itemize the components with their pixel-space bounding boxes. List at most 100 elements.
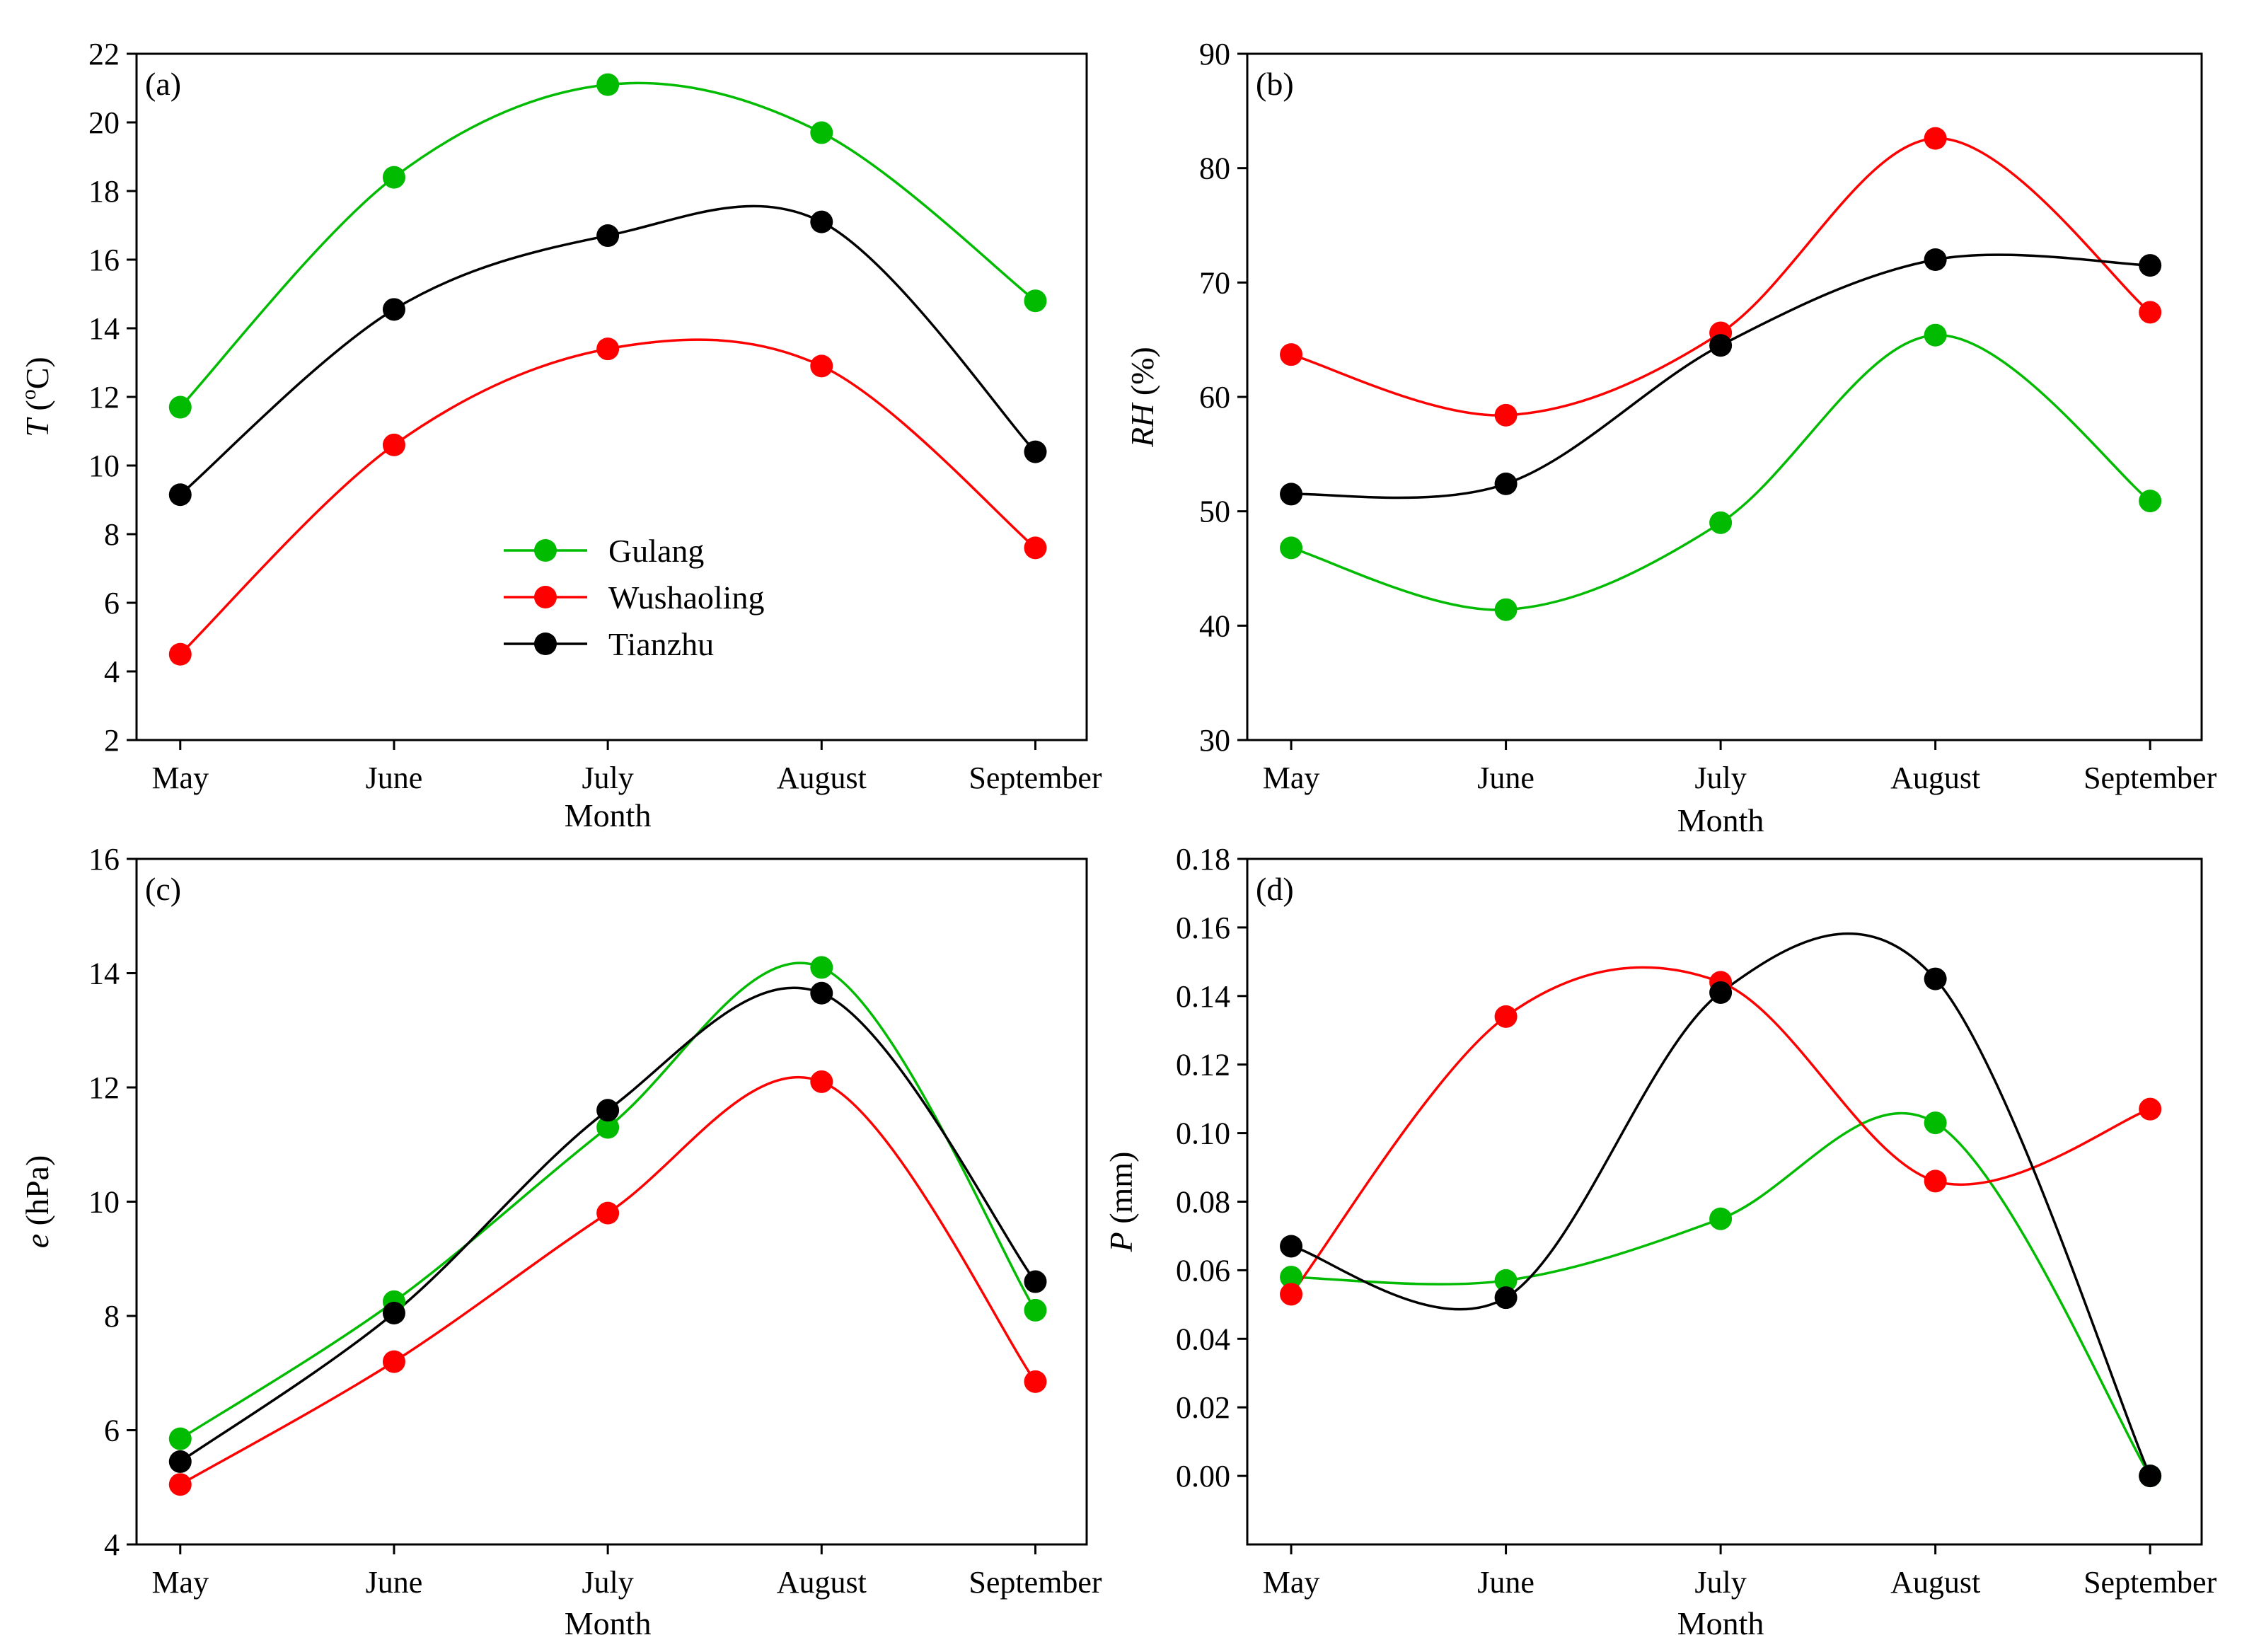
chart-d-point-wushaoling-may bbox=[1280, 1283, 1303, 1306]
chart-c-x-tick-label: July bbox=[582, 1565, 633, 1600]
chart-a: 2 4 6 8 10 12 14 16 18 20 22 May June July August Septe… bbox=[17, 37, 1102, 833]
chart-c-panel-label: (c) bbox=[145, 871, 181, 907]
chart-c-point-gulang-august bbox=[810, 956, 833, 979]
chart-c-y-axis-title: e (hPa) bbox=[19, 1155, 55, 1249]
chart-a-y-tick-label: 6 bbox=[104, 586, 120, 620]
chart-d-panel-label: (d) bbox=[1256, 871, 1294, 907]
chart-a-point-tianzhu-august bbox=[810, 210, 833, 233]
chart-c-y-tick-label: 14 bbox=[88, 957, 120, 991]
chart-b-point-wushaoling-september bbox=[2139, 301, 2162, 324]
chart-c-plot-frame bbox=[135, 857, 1088, 1546]
chart-a-point-wushaoling-june bbox=[382, 433, 405, 456]
chart-b-point-gulang-september bbox=[2139, 490, 2162, 513]
chart-c-point-tianzhu-may bbox=[168, 1450, 192, 1473]
chart-a-x-tick-label: June bbox=[366, 761, 423, 795]
chart-a-y-tick-label: 18 bbox=[88, 174, 120, 209]
chart-d-point-tianzhu-august bbox=[1924, 967, 1947, 990]
chart-c-x-tick-label: June bbox=[366, 1565, 423, 1600]
chart-c-point-tianzhu-july bbox=[596, 1099, 620, 1122]
chart-b-point-tianzhu-september bbox=[2139, 254, 2162, 277]
chart-a-point-tianzhu-september bbox=[1024, 440, 1047, 463]
chart-a-x-tick-label: September bbox=[969, 761, 1102, 795]
chart-b-point-tianzhu-may bbox=[1280, 483, 1303, 506]
chart-a-y-tick-label: 22 bbox=[88, 37, 120, 71]
chart-b-y-tick-label: 30 bbox=[1199, 723, 1230, 758]
chart-a-point-gulang-may bbox=[168, 395, 192, 419]
chart-c-x-tick-label: August bbox=[777, 1565, 867, 1600]
chart-b-y-tick-label: 50 bbox=[1199, 495, 1230, 529]
legend: Gulang Wushaoling Tianzhu bbox=[504, 533, 764, 662]
chart-d-point-gulang-august bbox=[1924, 1111, 1947, 1135]
chart-a-x-tick-label: August bbox=[777, 761, 867, 795]
chart-b-y-tick-label: 80 bbox=[1199, 151, 1230, 186]
chart-d-plot-frame bbox=[1246, 857, 2203, 1546]
chart-b-x-tick-label: May bbox=[1263, 761, 1320, 795]
chart-b-x-tick-label: August bbox=[1890, 761, 1980, 795]
chart-b-y-tick-label: 60 bbox=[1199, 380, 1230, 415]
chart-a-y-tick-label: 16 bbox=[88, 243, 120, 277]
chart-d-y-tick-label: 0.08 bbox=[1176, 1185, 1230, 1220]
chart-a-y-axis-title: T (oC) bbox=[17, 357, 55, 437]
chart-b-point-tianzhu-august bbox=[1924, 248, 1947, 271]
chart-b-x-axis-title: Month bbox=[1677, 802, 1764, 838]
chart-d-x-tick-label: July bbox=[1694, 1565, 1746, 1600]
chart-d-y-tick-label: 0.04 bbox=[1176, 1322, 1230, 1356]
chart-a-point-tianzhu-may bbox=[168, 483, 192, 507]
chart-b-point-gulang-july bbox=[1709, 511, 1733, 534]
chart-d-x-tick-label: May bbox=[1263, 1565, 1320, 1600]
chart-d-y-tick-label: 0.16 bbox=[1176, 911, 1230, 945]
chart-c-point-tianzhu-september bbox=[1024, 1270, 1047, 1293]
chart-b-point-wushaoling-august bbox=[1924, 127, 1947, 150]
chart-a-point-tianzhu-july bbox=[596, 224, 620, 248]
chart-b-line-wushaoling bbox=[1290, 137, 2151, 417]
chart-a-point-gulang-august bbox=[810, 121, 833, 144]
chart-d-point-gulang-may bbox=[1280, 1266, 1303, 1289]
chart-c-x-tick-label: May bbox=[151, 1565, 209, 1600]
chart-b-point-gulang-may bbox=[1280, 536, 1303, 560]
chart-d-x-tick-label: September bbox=[2083, 1565, 2217, 1600]
chart-b-point-gulang-august bbox=[1924, 323, 1947, 347]
legend-label-wushaoling: Wushaoling bbox=[608, 579, 764, 616]
chart-b-y-tick-label: 40 bbox=[1199, 608, 1230, 643]
chart-b-x-tick-label: June bbox=[1477, 761, 1535, 795]
chart-c-y-tick-label: 10 bbox=[88, 1185, 120, 1220]
chart-b-point-tianzhu-july bbox=[1709, 334, 1733, 357]
chart-d-point-gulang-july bbox=[1709, 1207, 1733, 1230]
chart-a-panel-label: (a) bbox=[145, 66, 181, 102]
chart-d-line-tianzhu bbox=[1290, 932, 2151, 1477]
chart-c-y-tick-label: 6 bbox=[104, 1414, 120, 1448]
chart-a-y-tick-label: 2 bbox=[104, 723, 120, 758]
chart-a-x-tick-label: July bbox=[582, 761, 633, 795]
chart-a-point-tianzhu-june bbox=[382, 298, 405, 321]
chart-a-y-tick-label: 4 bbox=[104, 654, 120, 689]
chart-b-plot-frame bbox=[1246, 52, 2203, 741]
chart-c-point-wushaoling-september bbox=[1024, 1370, 1047, 1393]
chart-c-y-tick-label: 16 bbox=[88, 842, 120, 877]
chart-d-line-wushaoling bbox=[1290, 966, 2151, 1295]
chart-a-y-tick-label: 20 bbox=[88, 105, 120, 140]
legend-marker-wushaoling bbox=[534, 586, 557, 608]
chart-b: 30 40 50 60 70 80 90 May June July August September… bbox=[1124, 37, 2217, 838]
chart-a-point-gulang-june bbox=[382, 166, 405, 189]
chart-d-point-wushaoling-june bbox=[1494, 1005, 1518, 1028]
chart-d-y-tick-label: 0.12 bbox=[1176, 1048, 1230, 1082]
chart-c-x-tick-label: September bbox=[969, 1565, 1102, 1600]
chart-c-point-gulang-july bbox=[596, 1116, 620, 1139]
chart-b-panel-label: (b) bbox=[1256, 66, 1294, 102]
chart-c-point-gulang-may bbox=[168, 1427, 192, 1450]
chart-b-y-tick-label: 90 bbox=[1199, 37, 1230, 71]
chart-a-y-tick-label: 10 bbox=[88, 449, 120, 483]
chart-a-x-axis-title: Month bbox=[565, 797, 652, 833]
chart-c: 4 6 8 10 12 14 16 May June July August September Mon… bbox=[19, 842, 1102, 1641]
chart-c-point-tianzhu-june bbox=[382, 1301, 405, 1324]
legend-marker-gulang bbox=[534, 539, 557, 562]
chart-c-line-tianzhu bbox=[179, 986, 1036, 1463]
chart-a-point-wushaoling-july bbox=[596, 337, 620, 361]
chart-d-y-tick-label: 0.02 bbox=[1176, 1390, 1230, 1425]
chart-c-y-tick-label: 4 bbox=[104, 1527, 120, 1562]
chart-d-x-tick-label: June bbox=[1477, 1565, 1535, 1600]
chart-d-x-axis-title: Month bbox=[1677, 1605, 1764, 1641]
chart-c-line-gulang bbox=[179, 961, 1036, 1440]
chart-a-point-wushaoling-may bbox=[168, 642, 192, 666]
